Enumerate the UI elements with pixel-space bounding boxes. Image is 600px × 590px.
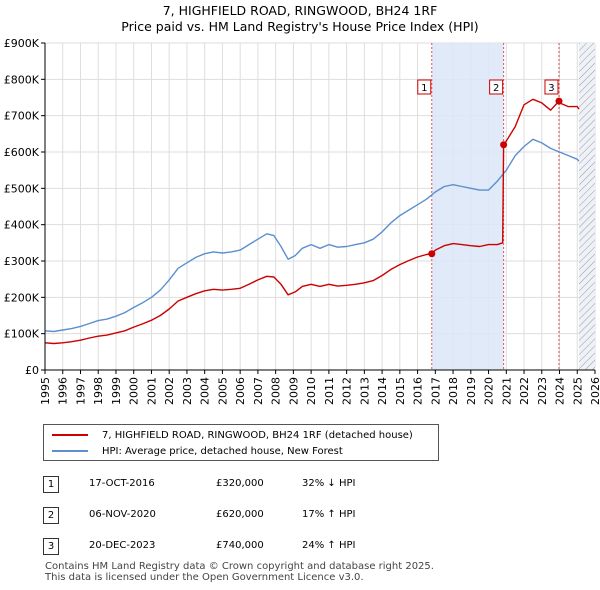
transaction-badge: 2 — [43, 507, 59, 524]
legend: 7, HIGHFIELD ROAD, RINGWOOD, BH24 1RF (d… — [43, 424, 439, 461]
x-tick-label: 1999 — [110, 377, 123, 405]
footer-copyright: Contains HM Land Registry data © Crown c… — [45, 561, 434, 572]
transaction-point — [555, 97, 563, 105]
x-tick-label: 2020 — [483, 377, 496, 405]
x-tick-label: 2021 — [500, 377, 513, 405]
transaction-badge-label: 1 — [421, 83, 427, 94]
x-tick-label: 2017 — [429, 377, 442, 405]
x-tick-label: 2002 — [163, 377, 176, 405]
hpi-series-line — [44, 138, 580, 333]
transaction-price: £740,000 — [216, 540, 264, 551]
x-tick-label: 2024 — [554, 377, 567, 405]
chart-title-line2: Price paid vs. HM Land Registry's House … — [121, 19, 479, 34]
x-tick-label: 2008 — [270, 377, 283, 405]
transaction-badge: 3 — [43, 538, 59, 555]
y-tick-label: £800K — [4, 73, 40, 86]
x-tick-label: 2010 — [305, 377, 318, 405]
transaction-hpi-change: 32% ↓ HPI — [302, 478, 356, 489]
x-tick-label: 2026 — [589, 377, 600, 405]
legend-label-hpi: HPI: Average price, detached house, New … — [102, 445, 343, 457]
x-tick-label: 2023 — [536, 377, 549, 405]
transaction-price: £620,000 — [216, 509, 264, 520]
x-tick-label: 2014 — [376, 377, 389, 405]
legend-swatch-property — [52, 434, 88, 436]
x-tick-label: 1995 — [39, 377, 52, 405]
transaction-badge-box — [417, 79, 432, 95]
transaction-hpi-change: 17% ↑ HPI — [302, 509, 356, 520]
transaction-point — [500, 141, 508, 149]
y-tick-label: £600K — [4, 146, 40, 159]
x-tick-label: 2011 — [323, 377, 336, 405]
legend-swatch-hpi — [52, 450, 88, 452]
x-tick-label: 2015 — [394, 377, 407, 405]
x-tick-label: 2022 — [518, 377, 531, 405]
y-tick-label: £500K — [4, 182, 40, 195]
legend-item-property: 7, HIGHFIELD ROAD, RINGWOOD, BH24 1RF (d… — [52, 428, 413, 442]
transaction-badge-box — [489, 79, 504, 95]
x-tick-label: 2007 — [252, 377, 265, 405]
x-tick-label: 2016 — [412, 377, 425, 405]
x-tick-label: 2009 — [287, 377, 300, 405]
x-tick-label: 2005 — [216, 377, 229, 405]
legend-label-property: 7, HIGHFIELD ROAD, RINGWOOD, BH24 1RF (d… — [102, 429, 413, 441]
transaction-date: 17-OCT-2016 — [89, 478, 155, 489]
transaction-date: 06-NOV-2020 — [89, 509, 156, 520]
x-tick-label: 2019 — [465, 377, 478, 405]
transaction-date: 20-DEC-2023 — [89, 540, 156, 551]
x-tick-label: 2006 — [234, 377, 247, 405]
y-tick-label: £900K — [4, 37, 40, 50]
transaction-price: £320,000 — [216, 478, 264, 489]
transaction-badge-label: 3 — [548, 83, 554, 94]
transaction-hpi-change: 24% ↑ HPI — [302, 540, 356, 551]
y-tick-label: £400K — [4, 219, 40, 232]
x-tick-label: 2000 — [128, 377, 141, 405]
x-tick-label: 2004 — [199, 377, 212, 405]
y-tick-label: £300K — [4, 255, 40, 268]
highlight-band — [431, 43, 504, 370]
x-tick-label: 2003 — [181, 377, 194, 405]
x-tick-label: 2025 — [571, 377, 584, 405]
transaction-badge-label: 2 — [493, 83, 499, 94]
x-tick-label: 2018 — [447, 377, 460, 405]
transaction-badge: 1 — [43, 476, 59, 493]
y-tick-label: £700K — [4, 110, 40, 123]
y-tick-label: £200K — [4, 291, 40, 304]
x-tick-label: 1998 — [92, 377, 105, 405]
x-tick-label: 2012 — [341, 377, 354, 405]
footer-licence: This data is licensed under the Open Gov… — [45, 572, 364, 583]
x-tick-label: 2001 — [145, 377, 158, 405]
price-chart: 1 2 3 £0 £100K £200K £300K £400K £500K £600K £700… — [4, 37, 600, 405]
y-tick-label: £100K — [4, 328, 40, 341]
x-tick-label: 1996 — [57, 377, 70, 405]
chart-title-line1: 7, HIGHFIELD ROAD, RINGWOOD, BH24 1RF — [162, 3, 438, 18]
transaction-point — [428, 250, 436, 258]
x-tick-label: 1997 — [74, 377, 87, 405]
y-tick-label: £0 — [25, 364, 39, 377]
legend-item-hpi: HPI: Average price, detached house, New … — [52, 444, 343, 458]
forecast-hatch — [579, 43, 595, 370]
x-tick-label: 2013 — [358, 377, 371, 405]
transaction-badge-box — [544, 79, 559, 95]
